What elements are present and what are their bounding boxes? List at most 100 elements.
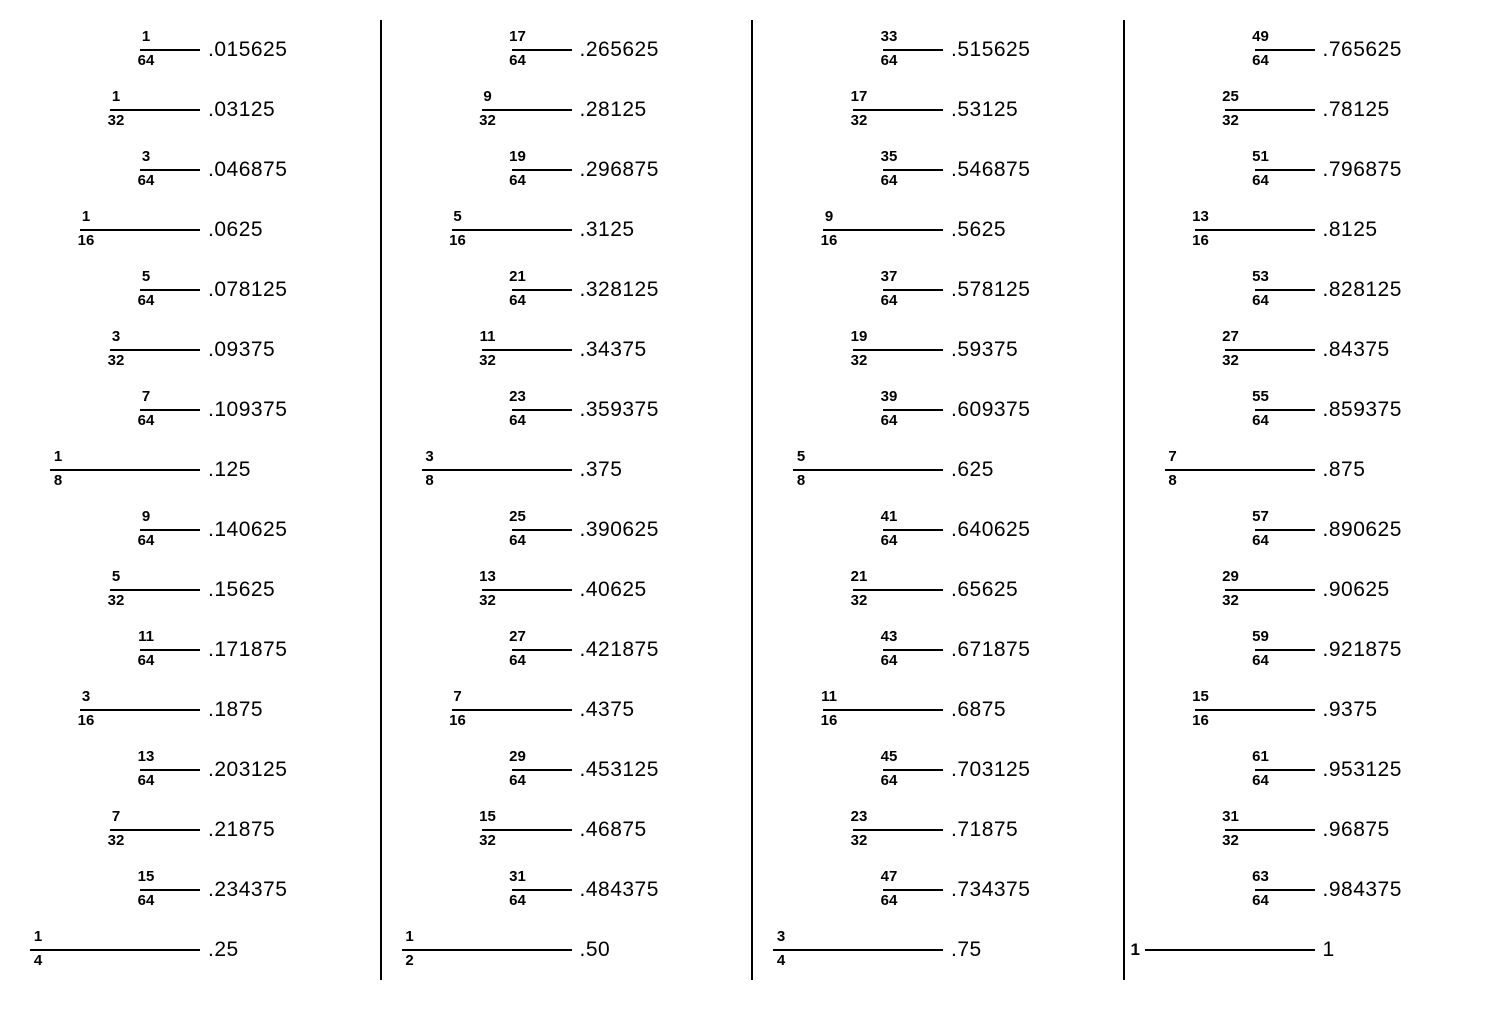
fraction: 2332 <box>763 810 943 850</box>
fraction-bar <box>482 349 572 351</box>
fraction: 5364 <box>1135 270 1315 310</box>
decimal-value: .71875 <box>943 818 1018 842</box>
fraction: 316 <box>20 690 200 730</box>
fraction-row: 2564.390625 <box>392 500 742 560</box>
fraction-numerator: 55 <box>1249 388 1273 405</box>
decimal-value: .921875 <box>1315 638 1402 662</box>
fraction-denominator: 32 <box>847 112 871 129</box>
fraction-denominator: 8 <box>1161 472 1185 489</box>
fraction: 18 <box>20 450 200 490</box>
fraction-numerator: 23 <box>506 388 530 405</box>
fraction: 932 <box>392 90 572 130</box>
fraction: 5564 <box>1135 390 1315 430</box>
fraction: 516 <box>392 210 572 250</box>
fraction-denominator: 32 <box>476 112 500 129</box>
fraction-bar <box>1255 889 1315 891</box>
fraction-denominator: 32 <box>1219 832 1243 849</box>
fraction-bar <box>883 289 943 291</box>
fraction-row: 764.109375 <box>20 380 370 440</box>
fraction: 1764 <box>392 30 572 70</box>
fraction: 364 <box>20 150 200 190</box>
fraction-numerator: 41 <box>877 508 901 525</box>
decimal-value: .171875 <box>200 638 287 662</box>
fraction-denominator: 64 <box>877 412 901 429</box>
fraction-row: 5764.890625 <box>1135 500 1485 560</box>
fraction-numerator: 45 <box>877 748 901 765</box>
fraction: 2132 <box>763 570 943 610</box>
fraction-bar <box>773 949 943 951</box>
fraction-denominator: 32 <box>1219 592 1243 609</box>
fraction-denominator: 64 <box>506 892 530 909</box>
fraction: 6164 <box>1135 750 1315 790</box>
fraction-bar <box>883 49 943 51</box>
fraction-numerator: 15 <box>134 868 158 885</box>
fraction-denominator: 32 <box>847 352 871 369</box>
fraction-bar <box>853 829 943 831</box>
fraction-denominator: 64 <box>506 532 530 549</box>
decimal-value: .96875 <box>1315 818 1390 842</box>
fraction-numerator: 53 <box>1249 268 1273 285</box>
decimal-value: .65625 <box>943 578 1018 602</box>
fraction: 1316 <box>1135 210 1315 250</box>
decimal-value: .28125 <box>572 98 647 122</box>
fraction-denominator: 16 <box>74 712 98 729</box>
decimal-value: .390625 <box>572 518 659 542</box>
fraction-bar <box>1225 109 1315 111</box>
fraction-numerator: 7 <box>446 688 470 705</box>
fraction-bar <box>823 709 943 711</box>
chart-column: 4964.7656252532.781255164.7968751316.812… <box>1125 20 1495 980</box>
fraction-row: 532.15625 <box>20 560 370 620</box>
fraction-bar <box>512 289 572 291</box>
fraction-numerator: 9 <box>476 88 500 105</box>
fraction-row: 38.375 <box>392 440 742 500</box>
fraction-bar <box>140 649 200 651</box>
fraction: 14 <box>20 930 200 970</box>
fraction-row: 2732.84375 <box>1135 320 1485 380</box>
fraction-denominator: 16 <box>74 232 98 249</box>
fraction-denominator: 64 <box>134 412 158 429</box>
fraction-numerator: 23 <box>847 808 871 825</box>
decimal-value: .50 <box>572 938 611 962</box>
fraction: 732 <box>20 810 200 850</box>
fraction: 3564 <box>763 150 943 190</box>
fraction-denominator: 64 <box>134 172 158 189</box>
decimal-value: .578125 <box>943 278 1030 302</box>
fraction-numerator: 63 <box>1249 868 1273 885</box>
fraction: 916 <box>763 210 943 250</box>
fraction-bar <box>110 349 200 351</box>
fraction-denominator: 64 <box>134 292 158 309</box>
fraction-numerator: 25 <box>1219 88 1243 105</box>
fraction-denominator: 16 <box>446 712 470 729</box>
fraction-row: 2532.78125 <box>1135 80 1485 140</box>
fraction: 34 <box>763 930 943 970</box>
fraction-bar <box>1255 169 1315 171</box>
fraction-denominator: 64 <box>1249 292 1273 309</box>
fraction-numerator: 15 <box>1189 688 1213 705</box>
decimal-value: .890625 <box>1315 518 1402 542</box>
fraction-row: 1764.265625 <box>392 20 742 80</box>
fraction-row: 364.046875 <box>20 140 370 200</box>
decimal-value: .140625 <box>200 518 287 542</box>
fraction: 164 <box>20 30 200 70</box>
decimal-value: .546875 <box>943 158 1030 182</box>
fraction-row: 58.625 <box>763 440 1113 500</box>
fraction-bar <box>1255 769 1315 771</box>
fraction-numerator: 33 <box>877 28 901 45</box>
fraction-denominator: 64 <box>1249 652 1273 669</box>
fraction-bar <box>1255 529 1315 531</box>
fraction-numerator: 11 <box>476 328 500 345</box>
fraction: 6364 <box>1135 870 1315 910</box>
fraction-bar <box>512 649 572 651</box>
fraction-row: 5164.796875 <box>1135 140 1485 200</box>
fraction-bar <box>853 109 943 111</box>
fraction-bar <box>512 529 572 531</box>
decimal-value: .1875 <box>200 698 263 722</box>
fraction: 2964 <box>392 750 572 790</box>
fraction-numerator: 49 <box>1249 28 1273 45</box>
fraction-row: 2364.359375 <box>392 380 742 440</box>
fraction-row: 18.125 <box>20 440 370 500</box>
decimal-value: .828125 <box>1315 278 1402 302</box>
fraction-row: 2932.90625 <box>1135 560 1485 620</box>
fraction-denominator: 64 <box>134 892 158 909</box>
fraction-numerator: 19 <box>847 328 871 345</box>
